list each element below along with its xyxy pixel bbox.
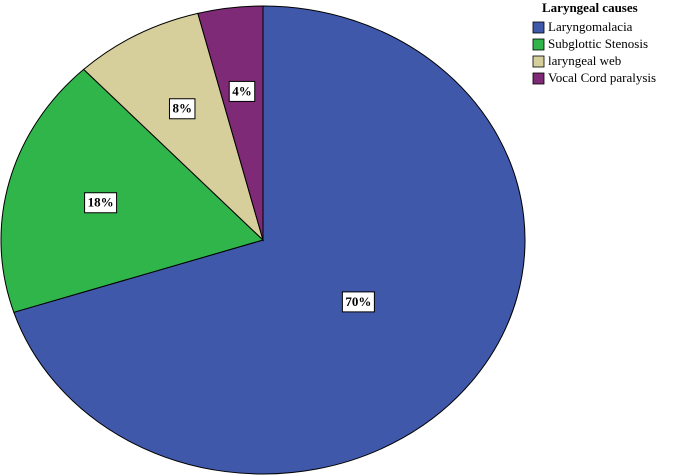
legend-swatch [532,21,545,34]
legend-swatch [532,72,545,85]
value-label: 4% [232,83,252,98]
pie-slice [82,12,264,242]
value-label: 18% [88,195,114,210]
value-label-group: 70% [341,291,375,313]
value-label-group: 18% [84,192,118,214]
legend-swatch [532,55,545,68]
pie-slice [0,68,264,313]
legend-label: Subglottic Stenosis [548,36,648,51]
pie-slice [197,5,264,241]
legend-swatch [532,38,545,51]
value-label-box [341,291,375,313]
legend-label: Laryngomalacia [548,19,633,34]
legend-label: Vocal Cord paralysis [548,70,656,85]
value-label: 8% [172,101,192,116]
value-label: 70% [345,294,371,309]
value-label-box [168,98,196,120]
legend-title: Laryngeal causes [542,0,638,15]
value-label-box [228,80,256,102]
legend-label: laryngeal web [548,53,621,68]
value-label-box [84,192,118,214]
pie-slice [13,5,526,475]
value-label-group: 4% [228,80,256,102]
value-label-group: 8% [168,98,196,120]
